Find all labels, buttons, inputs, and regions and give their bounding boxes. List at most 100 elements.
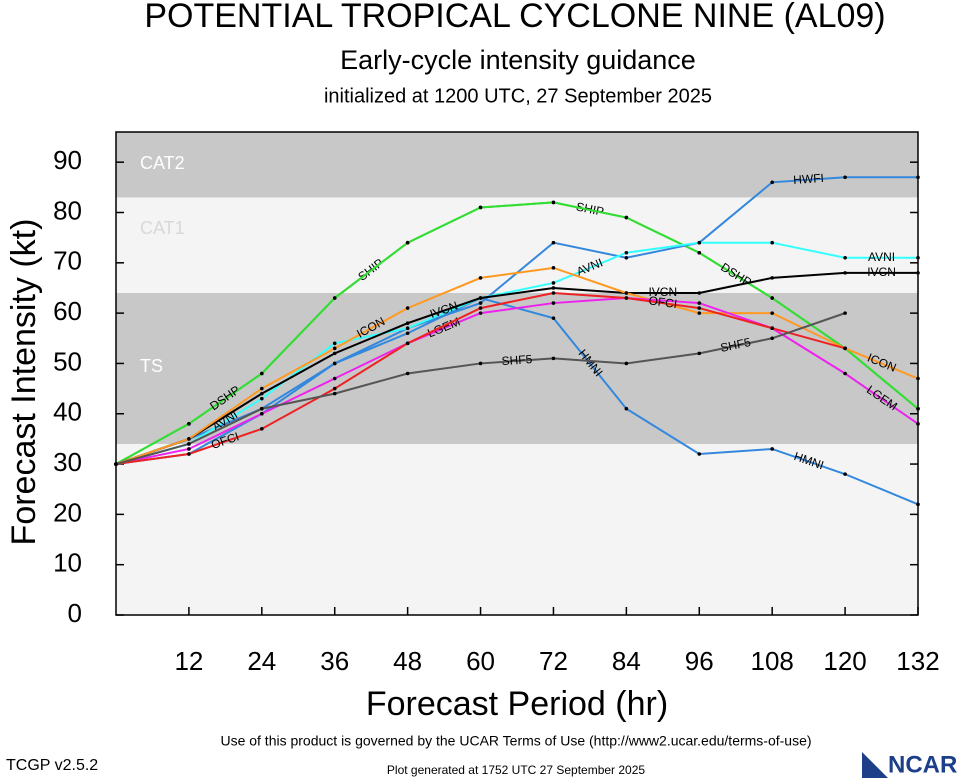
data-point	[332, 341, 337, 346]
data-point	[332, 376, 337, 381]
series-label: IVCN	[648, 285, 677, 299]
chart-title: POTENTIAL TROPICAL CYCLONE NINE (AL09)	[144, 0, 885, 35]
data-point	[260, 371, 264, 376]
logo-mark	[862, 752, 888, 778]
data-point	[551, 200, 556, 205]
data-point	[551, 291, 556, 295]
data-point	[405, 321, 410, 325]
data-point	[624, 296, 629, 300]
data-point	[551, 240, 556, 245]
data-point	[916, 376, 920, 381]
data-point	[770, 276, 774, 280]
init-time: initialized at 1200 UTC, 27 September 20…	[324, 85, 712, 107]
series-label: HWFI	[793, 171, 825, 187]
data-point	[405, 326, 410, 331]
data-point	[843, 311, 847, 315]
x-tick-label: 108	[750, 646, 793, 676]
data-point	[260, 396, 264, 401]
series-line	[115, 266, 919, 466]
data-point	[916, 502, 920, 507]
y-tick-label: 70	[53, 246, 82, 276]
x-tick-label: 12	[174, 646, 203, 676]
data-point	[624, 250, 629, 255]
data-point	[843, 271, 847, 275]
data-point	[770, 296, 774, 300]
data-point	[697, 452, 702, 456]
data-point	[332, 346, 337, 351]
y-tick-label: 0	[68, 598, 82, 628]
y-tick-label: 50	[53, 346, 82, 376]
terms: Use of this product is governed by the U…	[220, 733, 811, 749]
data-point	[478, 276, 483, 280]
series-label: OFCI	[648, 293, 678, 311]
x-tick-label: 48	[393, 646, 422, 676]
band-label: CAT1	[140, 218, 185, 238]
x-axis-label: Forecast Period (hr)	[366, 685, 668, 723]
y-tick-label: 90	[53, 145, 82, 175]
intensity-band	[116, 197, 918, 293]
y-tick-label: 40	[53, 397, 82, 427]
data-point	[405, 240, 410, 245]
data-point	[770, 447, 774, 451]
data-point	[332, 361, 337, 366]
data-point	[478, 301, 483, 305]
plot-frame	[115, 131, 919, 616]
data-point	[551, 301, 556, 305]
data-point	[624, 406, 629, 411]
data-point	[697, 291, 702, 295]
y-tick-label: 10	[53, 548, 82, 578]
data-point	[260, 411, 264, 416]
series-line	[115, 241, 918, 466]
data-point	[551, 356, 556, 361]
data-point	[332, 296, 337, 300]
data-point	[551, 266, 556, 270]
data-point	[260, 391, 264, 396]
data-point	[551, 286, 556, 290]
data-point	[478, 306, 483, 310]
data-point	[916, 406, 920, 411]
data-point	[551, 316, 556, 320]
data-point	[843, 255, 847, 260]
generated: Plot generated at 1752 UTC 27 September …	[387, 763, 645, 777]
y-axis-label: Forecast Intensity (kt)	[5, 219, 43, 546]
data-point	[478, 311, 483, 315]
data-point	[478, 205, 483, 210]
data-point	[260, 427, 264, 431]
data-point	[916, 175, 920, 180]
data-point	[260, 386, 264, 391]
data-point	[260, 406, 264, 411]
data-point	[770, 336, 774, 341]
version: TCGP v2.5.2	[6, 757, 98, 774]
data-point	[697, 351, 702, 356]
series-label: SHF5	[719, 335, 752, 355]
data-point	[697, 301, 702, 305]
data-point	[332, 351, 337, 356]
data-point	[916, 255, 920, 260]
logo: NCAR	[888, 751, 957, 778]
data-point	[843, 472, 847, 476]
plot-area: TS CAT1 CAT2 0 10 20 30 40 50 60 70 80 90 12 24 36 48 60 7…	[53, 131, 940, 676]
data-point	[405, 331, 410, 336]
data-point	[697, 311, 702, 315]
data-point	[624, 291, 629, 295]
series-label: AVNI	[868, 250, 895, 264]
x-tick-label: 132	[896, 646, 939, 676]
x-tick-label: 120	[823, 646, 866, 676]
data-point	[624, 215, 629, 220]
data-point	[697, 240, 702, 245]
data-point	[697, 306, 702, 310]
x-tick-label: 60	[466, 646, 495, 676]
data-point	[478, 361, 483, 366]
data-point	[551, 281, 556, 285]
data-point	[187, 447, 191, 451]
data-point	[624, 361, 629, 366]
data-point	[843, 346, 847, 351]
band-label: CAT2	[140, 153, 185, 173]
x-tick-label: 96	[685, 646, 714, 676]
y-tick-label: 80	[53, 195, 82, 225]
x-tick-label: 72	[539, 646, 568, 676]
intensity-band	[116, 132, 918, 198]
x-tick-label: 84	[612, 646, 641, 676]
x-tick-label: 36	[320, 646, 349, 676]
